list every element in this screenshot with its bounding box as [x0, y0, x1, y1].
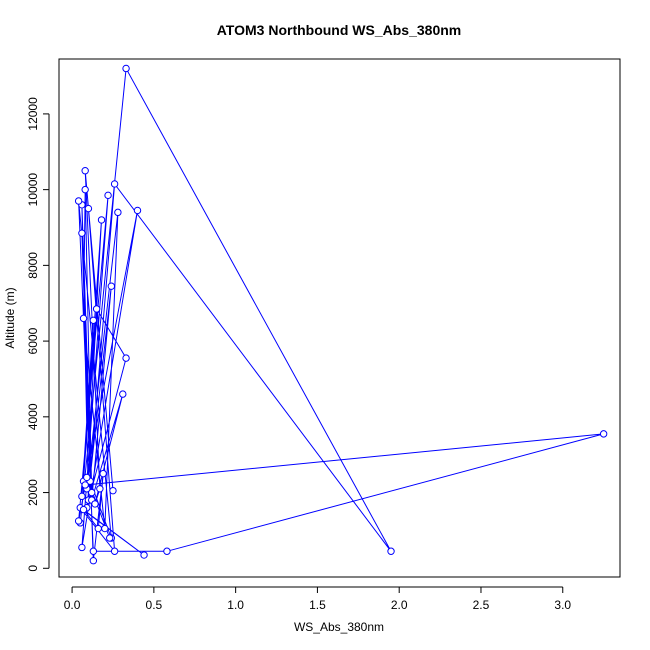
- data-point: [140, 551, 148, 559]
- data-point: [74, 517, 83, 525]
- y-tick-label: 0: [26, 565, 40, 572]
- y-tick-label: 4000: [26, 403, 40, 430]
- data-point: [387, 547, 395, 555]
- y-tick-label: 12000: [26, 97, 40, 131]
- x-tick-label: 2.0: [391, 598, 408, 612]
- data-point: [81, 481, 89, 489]
- data-point: [109, 486, 117, 495]
- data-point: [74, 197, 83, 205]
- data-point: [107, 282, 116, 290]
- plot-area: [58, 58, 621, 578]
- data-point: [599, 430, 608, 438]
- data-point: [119, 390, 127, 398]
- x-tick-label: 0.0: [64, 598, 81, 612]
- data-point: [84, 204, 93, 213]
- y-tick-label: 2000: [26, 479, 40, 506]
- data-point: [133, 206, 142, 215]
- data-point: [79, 505, 88, 514]
- data-point: [78, 229, 86, 237]
- data-point: [78, 543, 86, 552]
- data-point: [79, 314, 88, 323]
- x-axis: 0.0 0.5 1.0 1.5 2.0 2.5 3.0: [64, 586, 571, 612]
- y-tick-label: 6000: [26, 327, 40, 354]
- data-point: [114, 208, 122, 217]
- data-point: [89, 557, 98, 565]
- data-point: [81, 167, 89, 175]
- data-point: [106, 534, 114, 542]
- y-axis: 0 2000 4000 6000 8000 10000 12000: [26, 97, 50, 572]
- y-tick-label: 8000: [26, 252, 40, 279]
- data-point: [97, 216, 106, 224]
- x-tick-label: 0.5: [146, 598, 163, 612]
- data-point: [122, 64, 130, 73]
- x-tick-label: 1.5: [309, 598, 326, 612]
- data-point: [99, 469, 107, 478]
- y-axis-label: Altitude (m): [3, 287, 17, 348]
- data-point: [78, 492, 86, 501]
- x-tick-label: 3.0: [554, 598, 571, 612]
- data-point: [94, 524, 102, 533]
- data-point: [96, 485, 104, 493]
- data-point: [104, 191, 112, 200]
- data-point: [92, 305, 101, 313]
- chart-title: ATOM3 Northbound WS_Abs_380nm: [217, 22, 462, 38]
- y-tick-label: 10000: [26, 173, 40, 207]
- x-tick-label: 1.0: [227, 598, 244, 612]
- data-point: [110, 180, 119, 188]
- data-point: [163, 547, 171, 555]
- data-point: [89, 547, 98, 555]
- series-layer: [74, 64, 608, 565]
- data-point: [83, 473, 91, 482]
- x-axis-label: WS_Abs_380nm: [294, 620, 384, 634]
- data-point: [89, 316, 98, 324]
- data-point: [81, 185, 89, 194]
- data-point: [122, 354, 130, 362]
- data-point: [88, 488, 96, 497]
- data-point: [110, 547, 119, 555]
- data-point: [91, 500, 99, 508]
- series-line: [78, 66, 604, 561]
- x-tick-label: 2.5: [473, 598, 490, 612]
- data-point: [101, 524, 109, 533]
